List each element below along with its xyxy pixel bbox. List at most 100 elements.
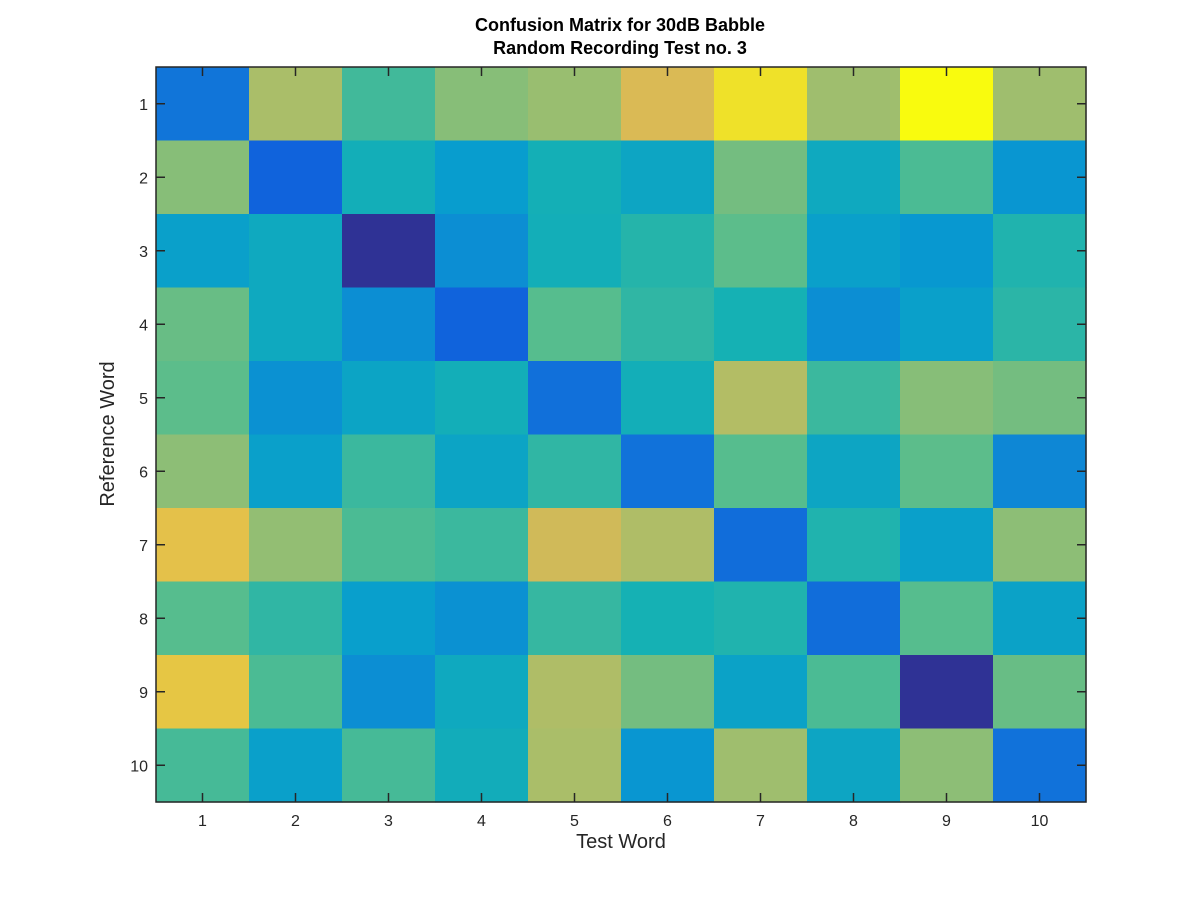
y-tick-label-6: 6 (139, 464, 148, 481)
heatmap-cell-r5-c7 (714, 361, 808, 436)
heatmap-cell-r1-c3 (342, 67, 436, 142)
heatmap-cell-r7-c6 (621, 508, 715, 583)
heatmap-cell-r7-c4 (435, 508, 529, 583)
x-tick-label-5: 5 (570, 813, 579, 830)
heatmap-cell-r6-c4 (435, 434, 529, 509)
x-tick-label-1: 1 (198, 813, 207, 830)
heatmap-cell-r9-c7 (714, 655, 808, 730)
heatmap-cell-r3-c8 (807, 214, 901, 289)
heatmap-cell-r8-c9 (900, 581, 994, 656)
chart-title-line-1: Confusion Matrix for 30dB Babble (475, 15, 765, 35)
heatmap-cell-r9-c10 (993, 655, 1087, 730)
heatmap-cell-r2-c6 (621, 140, 715, 215)
heatmap-cell-r10-c8 (807, 728, 901, 803)
heatmap-cell-r3-c2 (249, 214, 343, 289)
heatmap-cell-r10-c3 (342, 728, 436, 803)
heatmap-cell-r5-c8 (807, 361, 901, 436)
chart-title-line-2: Random Recording Test no. 3 (493, 38, 747, 58)
heatmap-cell-r8-c6 (621, 581, 715, 656)
heatmap-cell-r3-c6 (621, 214, 715, 289)
heatmap-cell-r8-c1 (156, 581, 250, 656)
heatmap-cell-r6-c2 (249, 434, 343, 509)
heatmap-cell-r2-c2 (249, 140, 343, 215)
x-tick-label-10: 10 (1031, 813, 1049, 830)
axis-ticks (156, 67, 1086, 802)
y-tick-label-5: 5 (139, 391, 148, 408)
heatmap-cell-r9-c9 (900, 655, 994, 730)
heatmap-cell-r8-c5 (528, 581, 622, 656)
heatmap-cell-r5-c5 (528, 361, 622, 436)
heatmap-cell-r5-c10 (993, 361, 1087, 436)
heatmap-cell-r5-c4 (435, 361, 529, 436)
y-axis-label: Reference Word (97, 361, 119, 506)
heatmap-cell-r1-c10 (993, 67, 1087, 142)
heatmap-cell-r2-c4 (435, 140, 529, 215)
x-tick-label-3: 3 (384, 813, 393, 830)
heatmap-cell-r6-c5 (528, 434, 622, 509)
heatmap-cell-r9-c4 (435, 655, 529, 730)
heatmap-cell-r8-c10 (993, 581, 1087, 656)
heatmap-cell-r5-c2 (249, 361, 343, 436)
heatmap-cell-r9-c5 (528, 655, 622, 730)
heatmap-cell-r2-c8 (807, 140, 901, 215)
heatmap-cell-r9-c6 (621, 655, 715, 730)
heatmap-cell-r3-c7 (714, 214, 808, 289)
x-tick-label-9: 9 (942, 813, 951, 830)
x-tick-label-7: 7 (756, 813, 765, 830)
heatmap-cell-r2-c1 (156, 140, 250, 215)
heatmap-cell-r10-c4 (435, 728, 529, 803)
heatmap-cell-r10-c2 (249, 728, 343, 803)
heatmap-cell-r4-c2 (249, 287, 343, 362)
y-tick-label-8: 8 (139, 611, 148, 628)
x-tick-label-2: 2 (291, 813, 300, 830)
heatmap-cell-r2-c10 (993, 140, 1087, 215)
y-tick-label-10: 10 (130, 758, 148, 775)
heatmap-cells (156, 67, 1087, 803)
heatmap-cell-r3-c5 (528, 214, 622, 289)
heatmap-cell-r1-c1 (156, 67, 250, 142)
y-tick-label-7: 7 (139, 538, 148, 555)
heatmap-cell-r4-c10 (993, 287, 1087, 362)
y-tick-label-3: 3 (139, 244, 148, 261)
heatmap-cell-r1-c9 (900, 67, 994, 142)
heatmap-cell-r2-c5 (528, 140, 622, 215)
heatmap-cell-r1-c5 (528, 67, 622, 142)
heatmap-cell-r4-c6 (621, 287, 715, 362)
heatmap-cell-r10-c6 (621, 728, 715, 803)
heatmap-cell-r6-c6 (621, 434, 715, 509)
heatmap-cell-r4-c5 (528, 287, 622, 362)
heatmap-cell-r10-c7 (714, 728, 808, 803)
heatmap-cell-r4-c7 (714, 287, 808, 362)
x-tick-label-8: 8 (849, 813, 858, 830)
heatmap-cell-r9-c2 (249, 655, 343, 730)
heatmap-cell-r2-c3 (342, 140, 436, 215)
heatmap-cell-r1-c2 (249, 67, 343, 142)
heatmap-cell-r6-c1 (156, 434, 250, 509)
heatmap-cell-r9-c3 (342, 655, 436, 730)
heatmap-cell-r7-c9 (900, 508, 994, 583)
heatmap-cell-r8-c7 (714, 581, 808, 656)
heatmap-cell-r7-c8 (807, 508, 901, 583)
heatmap-cell-r3-c1 (156, 214, 250, 289)
heatmap-cell-r9-c8 (807, 655, 901, 730)
heatmap-cell-r9-c1 (156, 655, 250, 730)
x-tick-labels: 1 2 3 4 5 6 7 8 9 10 (198, 813, 1048, 830)
heatmap-cell-r6-c9 (900, 434, 994, 509)
heatmap-cell-r8-c3 (342, 581, 436, 656)
heatmap-cell-r8-c4 (435, 581, 529, 656)
x-tick-label-6: 6 (663, 813, 672, 830)
x-axis-label: Test Word (576, 831, 666, 853)
y-tick-label-1: 1 (139, 97, 148, 114)
heatmap-cell-r2-c9 (900, 140, 994, 215)
heatmap-cell-r1-c7 (714, 67, 808, 142)
heatmap-cell-r10-c9 (900, 728, 994, 803)
heatmap-cell-r4-c8 (807, 287, 901, 362)
axes-box (155, 66, 1087, 803)
heatmap-cell-r4-c9 (900, 287, 994, 362)
heatmap-cell-r10-c5 (528, 728, 622, 803)
heatmap-cell-r3-c3 (342, 214, 436, 289)
y-tick-labels: 1 2 3 4 5 6 7 8 9 10 (130, 97, 148, 776)
heatmap-cell-r7-c10 (993, 508, 1087, 583)
heatmap-cell-r8-c2 (249, 581, 343, 656)
